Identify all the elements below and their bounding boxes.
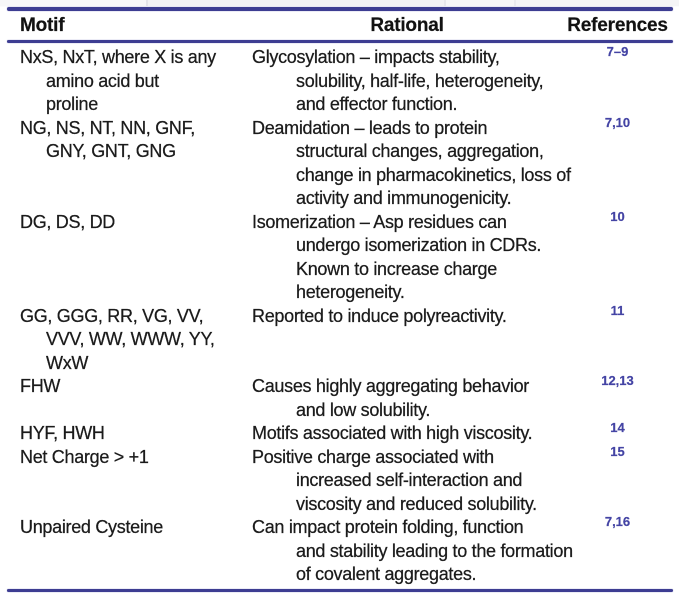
reference-link[interactable]: 7–9 xyxy=(606,44,629,59)
reference-link[interactable]: 7,16 xyxy=(604,514,631,529)
reference-link[interactable]: 12,13 xyxy=(601,373,634,388)
table-header-rule xyxy=(7,40,673,43)
rational-cell: Positive charge associated with increase… xyxy=(252,446,537,514)
column-header-rational: Rational xyxy=(370,15,444,36)
table-row: NG, NS, NT, NN, GNF, GNY, GNT, GNG Deami… xyxy=(7,114,673,211)
reference-link[interactable]: 15 xyxy=(610,443,625,459)
rational-cell: Glycosylation – impacts stability, solub… xyxy=(252,47,544,114)
table-top-rule xyxy=(7,7,673,11)
table-row: Net Charge > +1 Positive charge associat… xyxy=(7,443,673,517)
rational-cell: Deamidation – leads to protein structura… xyxy=(252,117,571,208)
table-row: FHW Causes highly aggregating behavior a… xyxy=(7,373,673,422)
table-bottom-rule xyxy=(7,588,673,592)
column-header-references: References xyxy=(567,15,668,36)
table-row: NxS, NxT, where X is any amino acid but … xyxy=(7,44,673,117)
motif-cell: HYF, HWH xyxy=(20,423,105,443)
table-row: HYF, HWH Motifs associated with high vis… xyxy=(7,420,673,446)
reference-link[interactable]: 11 xyxy=(610,302,625,318)
table-body: NxS, NxT, where X is any amino acid but … xyxy=(7,43,673,589)
motif-cell: NG, NS, NT, NN, GNF, GNY, GNT, GNG xyxy=(20,117,196,161)
reference-link[interactable]: 10 xyxy=(610,208,625,224)
table-header-row: Motif Rational References xyxy=(7,11,673,40)
table-row: DG, DS, DD Isomerization – Asp residues … xyxy=(7,208,673,305)
browser-chrome-strip xyxy=(0,0,679,7)
rational-cell: Causes highly aggregating behavior and l… xyxy=(252,376,530,420)
motif-cell: NxS, NxT, where X is any amino acid but … xyxy=(20,47,216,114)
rational-cell: Isomerization – Asp residues can undergo… xyxy=(252,211,542,302)
rational-cell: Reported to induce polyreactivity. xyxy=(252,305,507,326)
column-header-motif: Motif xyxy=(20,15,65,36)
motif-cell: Unpaired Cysteine xyxy=(20,517,164,537)
motif-cell: DG, DS, DD xyxy=(20,211,116,232)
rational-cell: Can impact protein folding, function and… xyxy=(252,517,573,584)
reference-link[interactable]: 7,10 xyxy=(604,114,631,130)
rational-cell: Motifs associated with high viscosity. xyxy=(252,423,533,443)
table-row: GG, GGG, RR, VG, VV, VVV, WW, WWW, YY, W… xyxy=(7,302,673,376)
motif-cell: GG, GGG, RR, VG, VV, VVV, WW, WWW, YY, W… xyxy=(20,305,215,373)
motif-cell: Net Charge > +1 xyxy=(20,446,149,467)
motif-cell: FHW xyxy=(20,376,61,396)
reference-link[interactable]: 14 xyxy=(610,420,625,435)
motif-liability-table: Motif Rational References NxS, NxT, wher… xyxy=(7,7,673,592)
table-row: Unpaired Cysteine Can impact protein fol… xyxy=(7,514,673,587)
